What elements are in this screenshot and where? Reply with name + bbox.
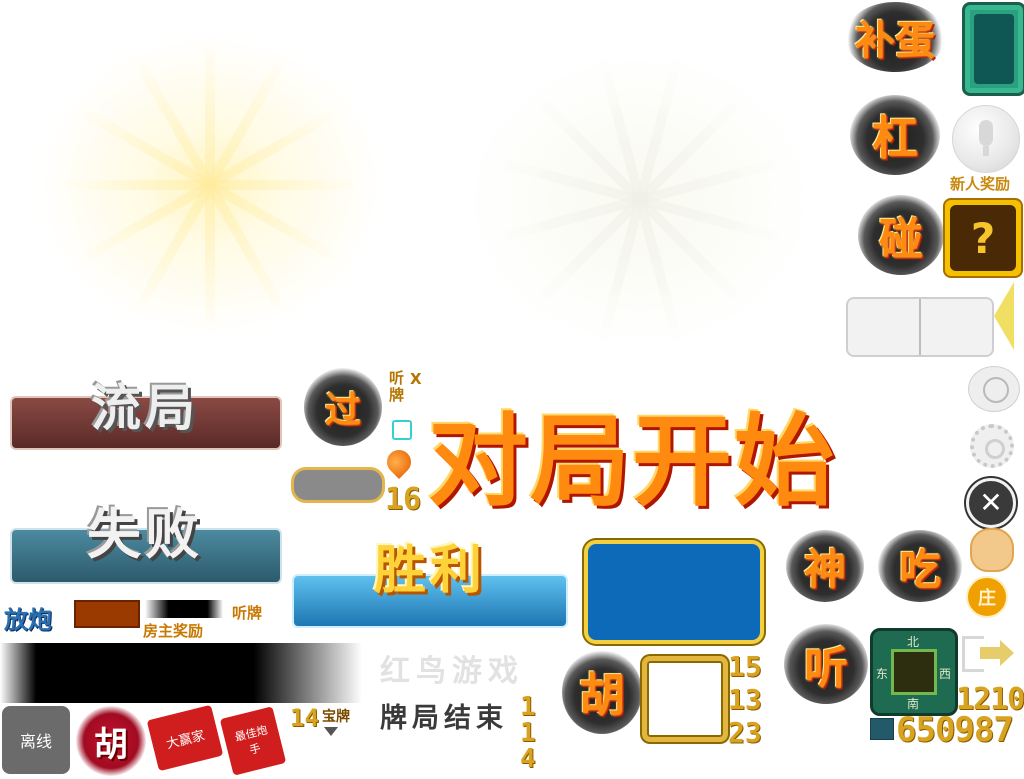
exit-icon xyxy=(962,636,984,672)
liuju-ribbon xyxy=(10,396,282,450)
chi-action-button[interactable]: 吃 xyxy=(878,530,962,602)
ting-action-button[interactable]: 听 xyxy=(784,624,868,704)
gang-label: 杠 xyxy=(872,111,918,165)
help-button[interactable]: ? xyxy=(943,198,1023,278)
number-14: 14 xyxy=(290,704,319,732)
shen-label: 神 xyxy=(803,544,846,594)
game-over-label: 牌局结束 xyxy=(380,703,508,734)
progress-bar-brown xyxy=(74,600,140,628)
shengli-ribbon xyxy=(292,574,568,628)
tingpai-vertical-label: 听牌 xyxy=(389,369,405,404)
direction-compass: 北 南 东 西 xyxy=(870,628,958,716)
peng-action-button[interactable]: 碰 xyxy=(858,195,944,275)
zhuang-badge: 庄 xyxy=(966,576,1008,618)
number-650987: 650987 xyxy=(896,710,1014,750)
microphone-button[interactable] xyxy=(952,105,1020,173)
glow-burst-yellow xyxy=(20,20,400,350)
shengli-title: 胜利 xyxy=(373,540,486,601)
tingpai-label: 听牌 xyxy=(232,604,263,622)
gray-pill-slot xyxy=(291,467,385,503)
number-23: 23 xyxy=(728,716,762,749)
location-pin-icon xyxy=(382,445,416,479)
microphone-icon xyxy=(979,120,993,146)
fade-bar-black xyxy=(0,643,362,703)
blue-panel xyxy=(584,540,764,644)
liuju-title: 流局 xyxy=(91,378,199,437)
hu-action-button[interactable]: 胡 xyxy=(562,650,642,734)
chi-label: 吃 xyxy=(898,544,941,594)
exit-door-button[interactable] xyxy=(962,632,1014,676)
color-swatch-teal xyxy=(870,718,894,740)
guo-label: 过 xyxy=(324,389,361,431)
baopai-label: 宝牌 xyxy=(322,709,350,725)
compass-south: 南 xyxy=(907,697,920,711)
best-shooter-stamp: 最佳炮手 xyxy=(219,706,287,776)
newbie-reward-label[interactable]: 新人奖励 xyxy=(950,175,1011,193)
zhuang-label: 庄 xyxy=(978,588,996,609)
ok-hand-icon xyxy=(970,528,1014,572)
arrow-tab-icon xyxy=(994,282,1014,350)
peng-label: 碰 xyxy=(879,214,923,265)
close-icon: ✕ xyxy=(979,486,1003,519)
bugang-label: 补蛋 xyxy=(855,17,935,64)
number-15: 15 xyxy=(728,650,762,683)
brand-watermark: 红鸟游戏 xyxy=(380,654,524,689)
match-start-title: 对局开始 xyxy=(428,402,836,520)
number-114: 114 xyxy=(520,692,536,774)
number-1210: 1210 xyxy=(956,682,1024,717)
chat-icon xyxy=(983,377,1009,403)
number-16: 16 xyxy=(385,482,422,517)
glow-burst-white xyxy=(450,40,830,360)
compass-north: 北 xyxy=(907,635,920,649)
winner-stamp-text: 大赢家 xyxy=(164,727,207,752)
tile-back-green xyxy=(962,2,1024,96)
hu-label-small: 胡 xyxy=(94,724,128,765)
down-arrow-icon xyxy=(324,727,338,736)
offline-label: 离线 xyxy=(19,732,52,751)
gear-icon xyxy=(985,439,1005,459)
best-shooter-stamp-text: 最佳炮手 xyxy=(233,723,269,757)
host-reward-label: 房主奖励 xyxy=(143,622,204,640)
chat-button[interactable] xyxy=(968,366,1020,412)
shen-action-button[interactable]: 神 xyxy=(786,530,864,602)
guo-action-button[interactable]: 过 xyxy=(304,368,382,446)
hu-badge-small: 胡 xyxy=(76,706,146,776)
gradient-strip xyxy=(145,600,223,618)
fangpao-label: 放炮 xyxy=(4,605,52,634)
bugang-action-button[interactable]: 补蛋 xyxy=(845,2,945,72)
shibai-title: 失败 xyxy=(87,502,203,566)
question-mark-icon: ? xyxy=(970,213,996,263)
compass-east: 东 xyxy=(876,667,889,681)
shibai-ribbon xyxy=(10,528,282,584)
cyan-square-marker xyxy=(392,420,412,440)
number-13: 13 xyxy=(728,683,762,716)
offline-badge: 离线 xyxy=(2,706,70,774)
winner-stamp: 大赢家 xyxy=(146,704,224,772)
compass-west: 西 xyxy=(939,667,952,681)
ting-label: 听 xyxy=(804,643,848,694)
gang-action-button[interactable]: 杠 xyxy=(850,95,940,175)
gold-frame xyxy=(642,656,728,742)
tingpai-x-label: X xyxy=(410,370,422,388)
settings-button[interactable] xyxy=(970,424,1014,468)
tile-pair-frame xyxy=(846,297,994,357)
close-button[interactable]: ✕ xyxy=(966,478,1016,528)
hu-label: 胡 xyxy=(579,668,625,722)
